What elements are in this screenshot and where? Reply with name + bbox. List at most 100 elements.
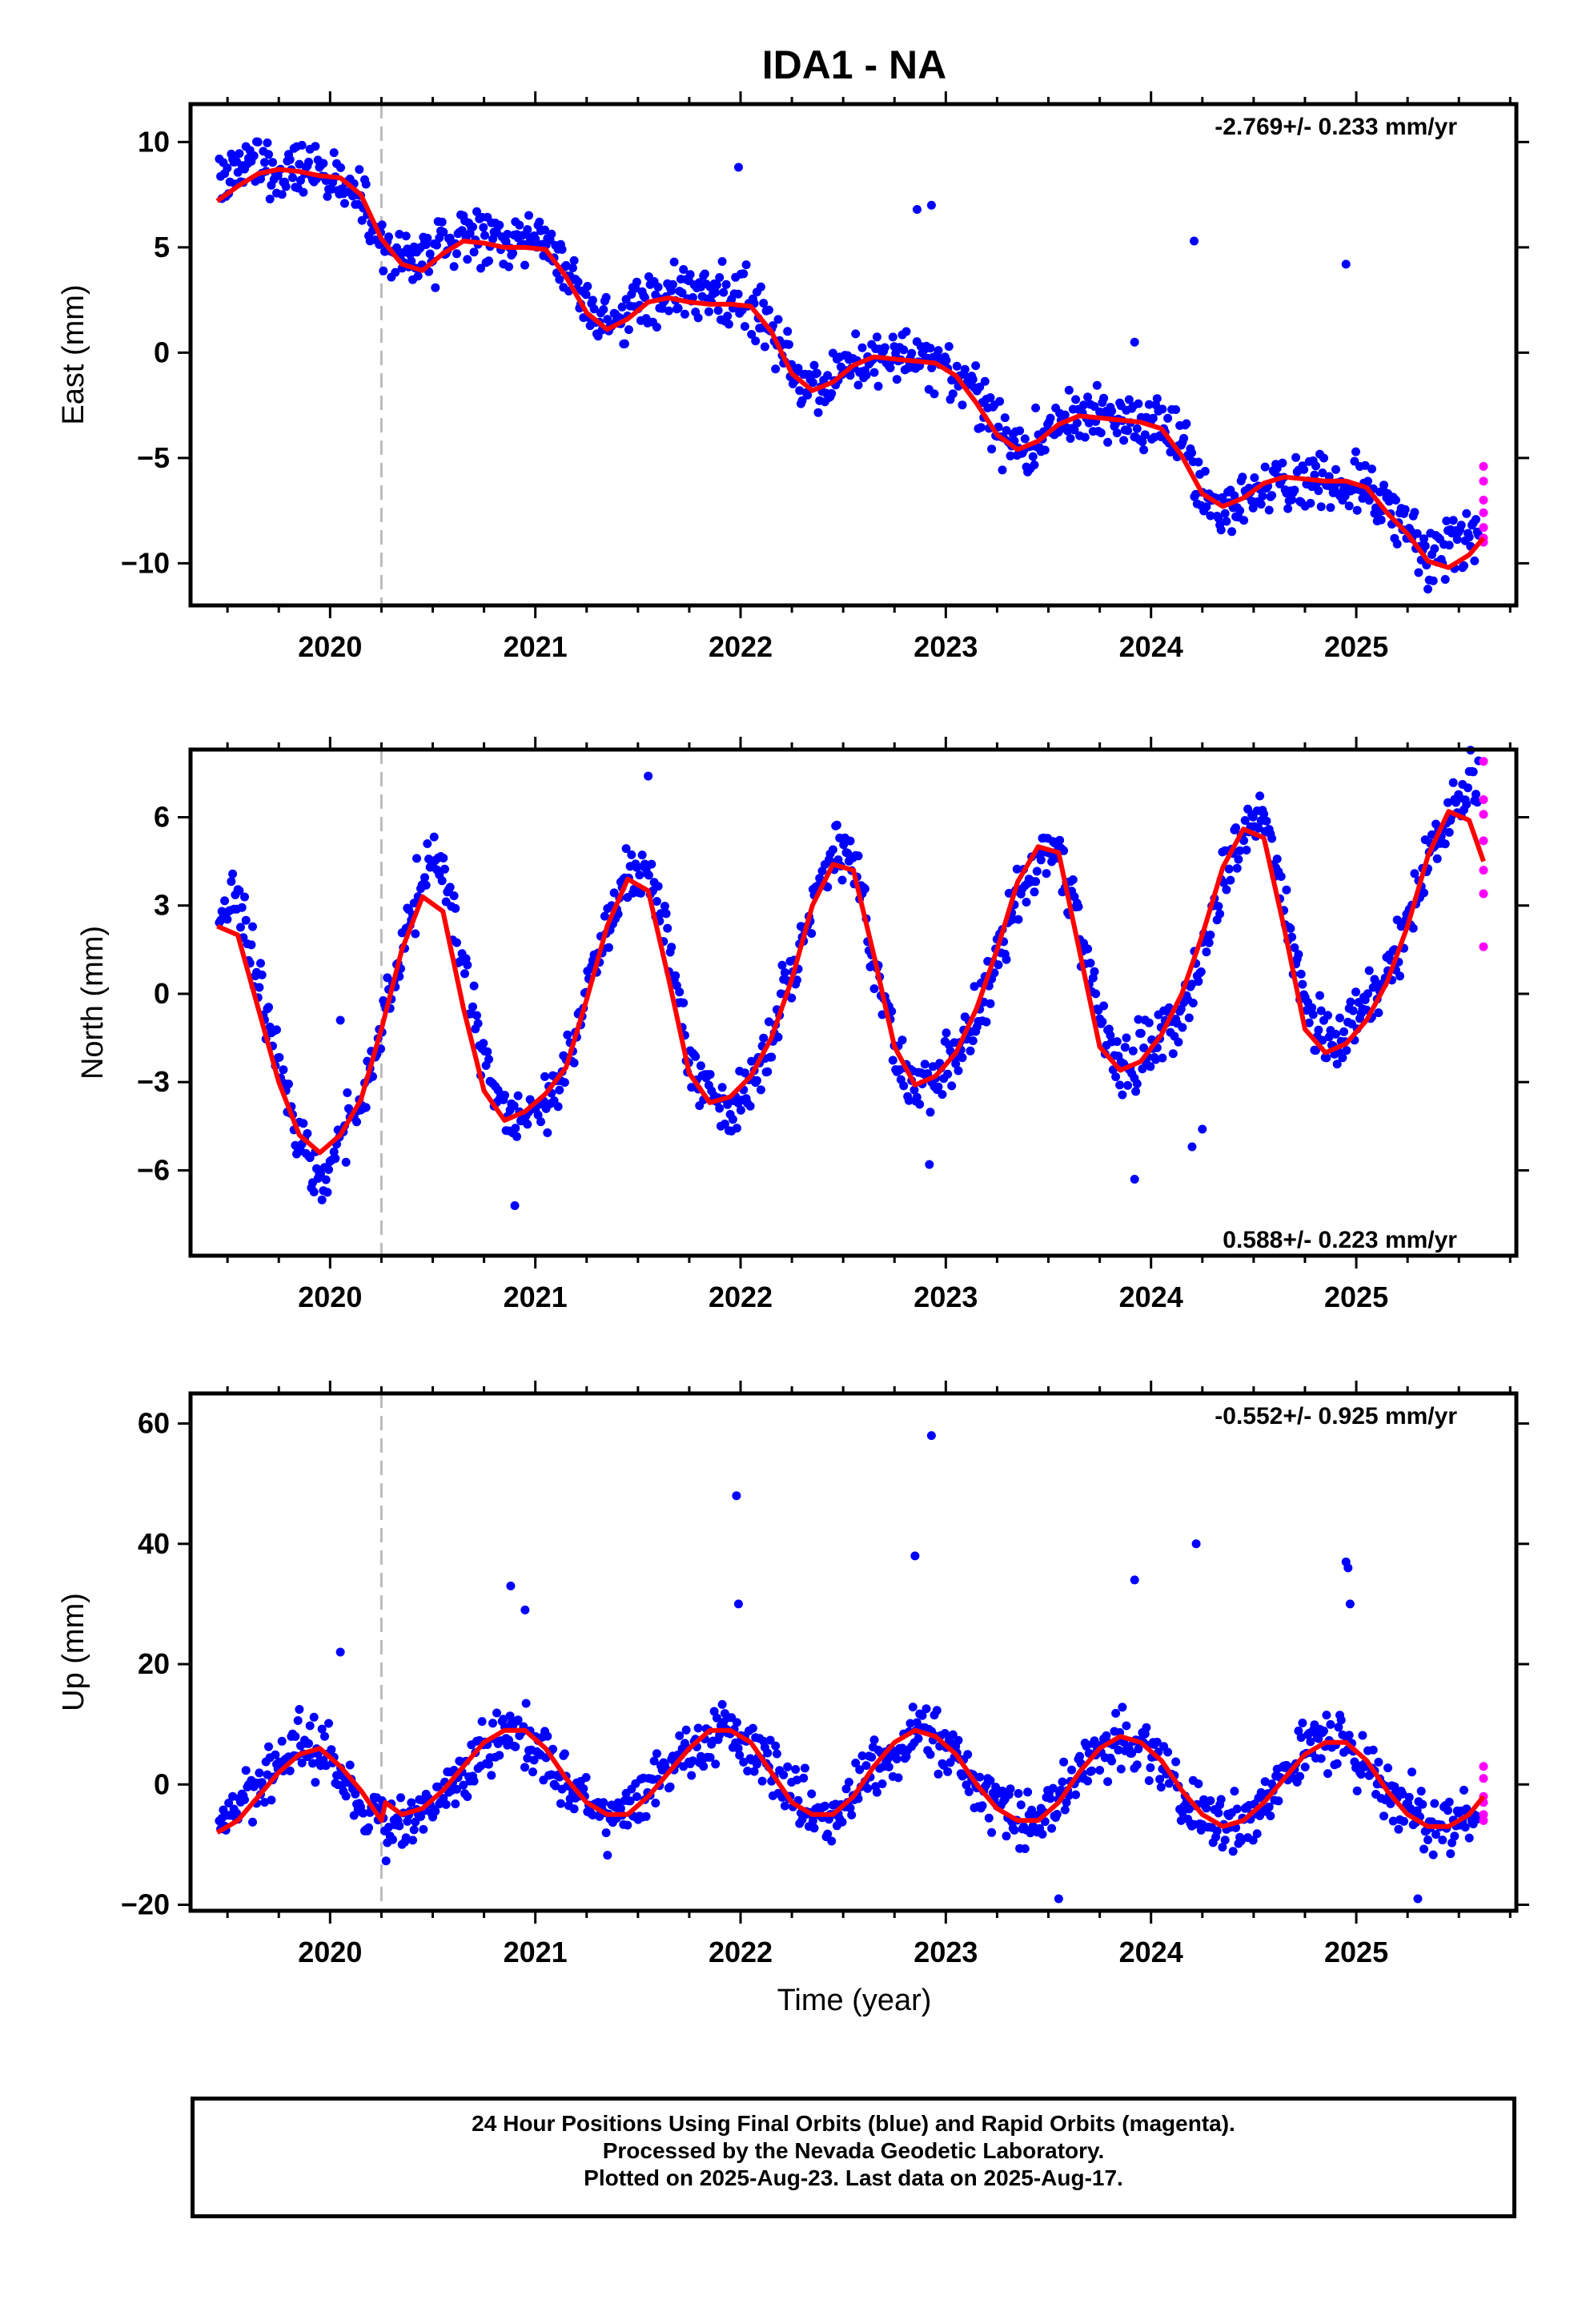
- final-point: [1144, 400, 1154, 409]
- final-point: [437, 876, 447, 886]
- final-point: [1002, 1831, 1011, 1841]
- outlier-point: [335, 1015, 345, 1025]
- final-point: [976, 423, 986, 432]
- final-point: [469, 1776, 479, 1786]
- final-point: [913, 1734, 923, 1743]
- final-point: [364, 1823, 373, 1832]
- final-point: [837, 1817, 847, 1827]
- final-point: [663, 923, 673, 933]
- final-point: [409, 1825, 419, 1835]
- final-point: [1319, 453, 1328, 463]
- final-point: [535, 217, 544, 227]
- final-point: [452, 1784, 461, 1794]
- outlier-point: [926, 200, 936, 210]
- final-point: [845, 836, 855, 846]
- final-point: [763, 1067, 773, 1076]
- final-point: [1168, 1049, 1178, 1059]
- final-point: [711, 1759, 721, 1769]
- final-point: [641, 1811, 651, 1821]
- final-point: [808, 378, 817, 388]
- final-point: [1258, 492, 1267, 501]
- final-point: [797, 1815, 807, 1824]
- final-point: [1182, 419, 1191, 428]
- final-point: [548, 1744, 557, 1754]
- final-point: [392, 243, 401, 252]
- final-point: [255, 983, 264, 992]
- rapid-point: [1479, 461, 1488, 471]
- final-point: [1442, 517, 1452, 525]
- final-point: [1188, 999, 1198, 1007]
- final-point: [845, 371, 855, 380]
- final-point: [599, 305, 608, 314]
- final-point: [468, 1002, 477, 1011]
- final-point: [1206, 931, 1215, 939]
- final-point: [792, 975, 801, 985]
- final-point: [995, 396, 1005, 406]
- final-point: [1371, 503, 1380, 513]
- final-point: [685, 270, 695, 279]
- outlier-point: [912, 205, 921, 215]
- final-point: [958, 400, 967, 410]
- final-point: [1399, 1816, 1408, 1826]
- final-point: [1146, 1062, 1155, 1072]
- final-point: [926, 344, 935, 353]
- final-point: [460, 969, 469, 979]
- final-point: [327, 1745, 336, 1755]
- final-point: [780, 968, 789, 977]
- final-point: [986, 393, 995, 402]
- final-point: [1163, 1747, 1173, 1757]
- final-point: [345, 1760, 355, 1770]
- final-point: [579, 1784, 588, 1793]
- x-tick-label: 2025: [1324, 1281, 1388, 1313]
- final-point: [1176, 1815, 1186, 1825]
- final-point: [1052, 1810, 1062, 1819]
- final-point: [823, 371, 833, 380]
- final-point: [275, 1052, 284, 1062]
- final-point: [309, 1712, 319, 1722]
- final-point: [499, 1715, 508, 1724]
- final-point: [860, 884, 869, 894]
- final-point: [227, 877, 236, 887]
- final-point: [343, 1088, 352, 1097]
- final-point: [240, 1795, 249, 1804]
- final-point: [1139, 1043, 1149, 1052]
- final-point: [249, 151, 259, 160]
- final-point: [449, 262, 459, 271]
- final-point: [588, 296, 597, 305]
- final-point: [1438, 1835, 1447, 1845]
- final-point: [1006, 1784, 1015, 1794]
- final-point: [668, 279, 677, 289]
- rapid-point: [1479, 836, 1488, 846]
- final-point: [749, 1767, 759, 1776]
- final-point: [987, 444, 997, 454]
- x-tick-label: 2024: [1119, 1936, 1183, 1968]
- final-point: [452, 938, 461, 947]
- final-point: [264, 150, 273, 159]
- final-point: [930, 389, 939, 399]
- outlier-point: [1130, 1174, 1139, 1184]
- final-point: [1318, 468, 1327, 477]
- outlier-point: [1198, 1124, 1207, 1134]
- final-point: [487, 1771, 496, 1780]
- final-point: [569, 1058, 579, 1068]
- final-point: [1423, 585, 1432, 594]
- x-tick-label: 2022: [709, 630, 773, 663]
- final-point: [942, 1028, 951, 1038]
- final-point: [1423, 1835, 1432, 1844]
- final-point: [693, 1723, 703, 1733]
- final-point: [1123, 1080, 1133, 1090]
- final-point: [469, 247, 479, 257]
- y-axis-label: North (mm): [76, 926, 110, 1080]
- final-point: [1250, 473, 1259, 482]
- final-point: [432, 240, 441, 250]
- final-point: [696, 1061, 705, 1071]
- final-point: [1323, 1769, 1332, 1779]
- final-point: [908, 1703, 917, 1712]
- final-point: [235, 886, 244, 895]
- final-point: [869, 984, 879, 994]
- final-point: [437, 217, 447, 227]
- y-tick-label: 40: [138, 1527, 170, 1560]
- final-point: [511, 1124, 520, 1133]
- final-point: [237, 903, 247, 912]
- final-point: [440, 864, 449, 874]
